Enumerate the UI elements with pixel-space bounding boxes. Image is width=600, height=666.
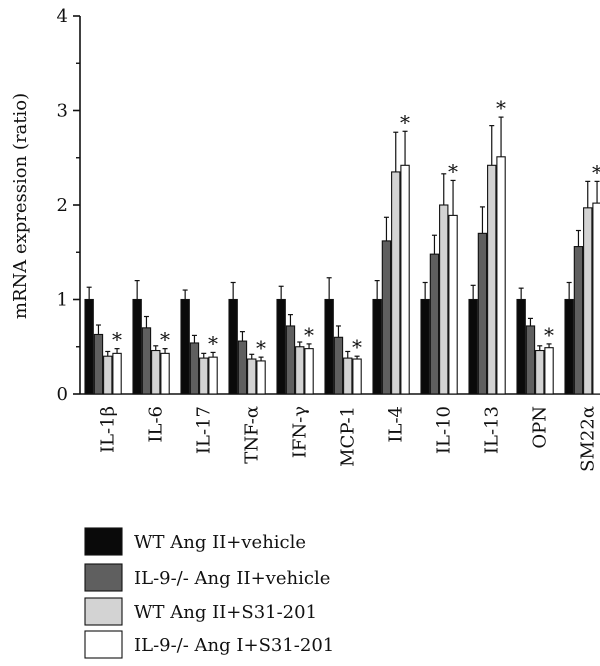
significance-star: *: [208, 331, 218, 355]
significance-star: *: [448, 159, 458, 183]
bar: [439, 204, 449, 395]
bar: [256, 360, 266, 395]
legend-label: WT Ang II+vehicle: [134, 532, 306, 553]
legend-swatch: [84, 563, 123, 592]
bar: [285, 325, 296, 395]
bar: [93, 333, 104, 395]
y-tick-label: 3: [57, 101, 68, 122]
legend-label: IL-9-/- Ang I+S31-201: [134, 635, 334, 656]
bar: [228, 298, 238, 395]
legend-label: WT Ang II+S31-201: [134, 602, 317, 623]
x-tick-label: IL-1β: [98, 406, 119, 453]
bar: [544, 347, 554, 395]
bar: [429, 253, 440, 395]
y-tick-label: 4: [57, 6, 68, 27]
bar: [247, 358, 257, 395]
error-bars: [86, 116, 600, 361]
y-axis: 0 1 2 3 4: [57, 6, 81, 405]
bar: [468, 298, 478, 395]
x-tick-label: MCP-1: [338, 406, 359, 467]
y-tick-label: 1: [57, 290, 68, 311]
bar: [400, 164, 410, 395]
x-tick-label: IL-10: [434, 406, 455, 454]
bar: [237, 340, 248, 395]
bar: [564, 298, 574, 395]
bar: [592, 202, 600, 395]
significance-star: *: [112, 328, 122, 352]
bar: [525, 325, 536, 395]
bar: [352, 358, 362, 395]
x-tick-label: SM22α: [578, 406, 599, 472]
significance-star: *: [544, 323, 554, 347]
bar: [151, 349, 161, 395]
bar: [372, 298, 382, 395]
significance-star: *: [256, 336, 266, 360]
bar: [583, 207, 593, 395]
x-tick-label: IL-4: [386, 406, 407, 443]
significance-star: *: [496, 96, 506, 120]
bar: [535, 349, 545, 395]
bar: [208, 356, 218, 395]
significance-star: *: [592, 160, 600, 184]
bar: [573, 246, 584, 395]
bar: [180, 298, 190, 395]
x-axis: IL-1β IL-6 IL-17 TNF-α IFN-γ MCP-1 IL-4 IL-10 IL…: [80, 393, 600, 472]
legend-swatch: [84, 597, 123, 626]
legend: WT Ang II+vehicle IL-9-/- Ang II+vehicle W…: [84, 527, 334, 659]
bar: [420, 298, 430, 395]
legend-swatch: [84, 630, 123, 659]
significance-markers: * * * * * * * * * * *: [112, 96, 600, 360]
bar: [333, 336, 344, 395]
legend-label: IL-9-/- Ang II+vehicle: [134, 568, 330, 589]
x-tick-label: IFN-γ: [290, 406, 311, 458]
bar: [381, 240, 392, 395]
bar: [199, 357, 209, 395]
x-tick-label: OPN: [530, 406, 551, 449]
bar: [487, 164, 497, 395]
bar: [496, 156, 506, 395]
x-tick-label: IL-17: [194, 406, 215, 454]
bar: [391, 171, 401, 395]
bar: [304, 348, 314, 395]
bar: [141, 327, 152, 395]
bar: [160, 352, 170, 395]
x-tick-label: TNF-α: [242, 406, 263, 464]
bar: [103, 355, 113, 395]
bar: [516, 298, 526, 395]
bar: [276, 298, 286, 395]
bar: [324, 298, 334, 395]
bars: [84, 156, 600, 395]
significance-star: *: [400, 110, 410, 134]
y-tick-label: 2: [57, 195, 68, 216]
bar: [132, 298, 142, 395]
y-tick-label: 0: [57, 384, 68, 405]
bar: [84, 298, 94, 395]
bar: [448, 214, 458, 395]
significance-star: *: [304, 323, 314, 347]
significance-star: *: [352, 335, 362, 359]
x-tick-label: IL-6: [146, 406, 167, 443]
bar: [343, 357, 353, 395]
legend-swatch: [84, 527, 123, 556]
bar: [112, 352, 122, 395]
y-axis-label: mRNA expression (ratio): [10, 93, 31, 319]
significance-star: *: [160, 328, 170, 352]
bar: [295, 346, 305, 395]
bar: [477, 232, 488, 395]
bar: [189, 342, 200, 395]
x-tick-label: IL-13: [482, 406, 503, 454]
